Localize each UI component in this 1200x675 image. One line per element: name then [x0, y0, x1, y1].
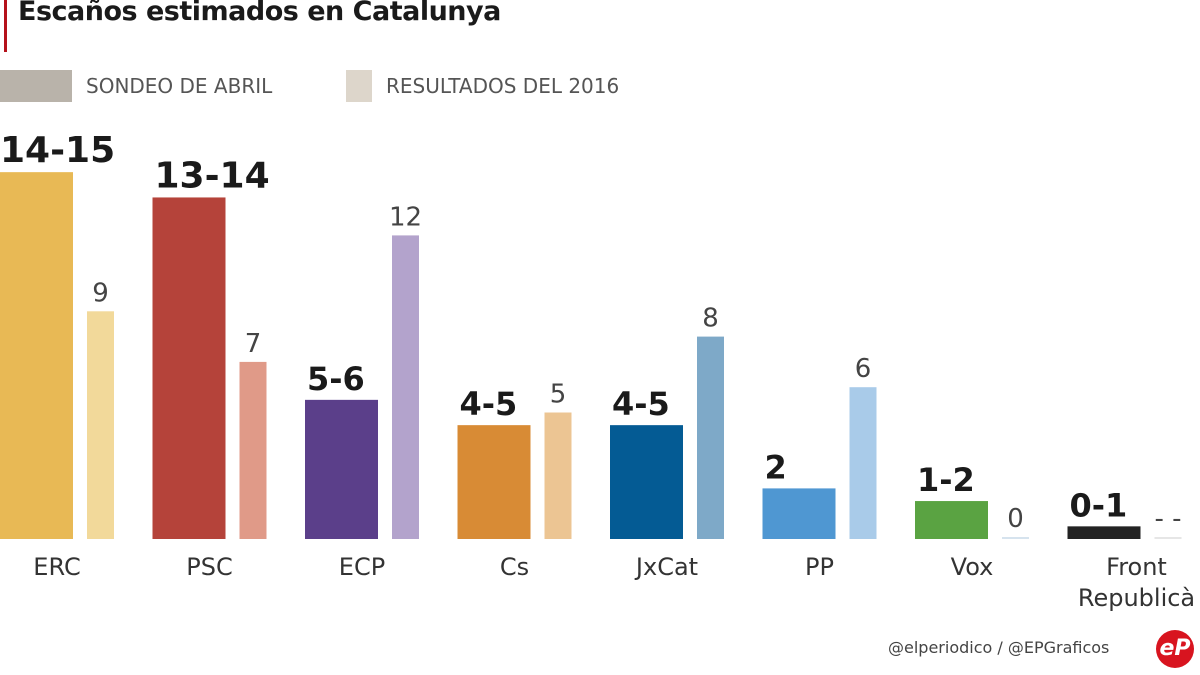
bar-poll-0 — [0, 172, 73, 539]
label-2016-4: 8 — [702, 304, 719, 334]
label-poll-3: 4-5 — [460, 385, 518, 423]
label-2016-1: 7 — [245, 329, 262, 359]
category-label-6: Vox — [951, 553, 994, 581]
label-poll-5: 2 — [765, 448, 787, 486]
bar-poll-6 — [915, 501, 988, 539]
category-label-2: ECP — [339, 553, 385, 581]
label-poll-0: 14-15 — [0, 130, 115, 171]
category-label-4: JxCat — [634, 553, 698, 581]
title-accent-bar — [4, 0, 7, 52]
legend-swatch-2016 — [346, 70, 372, 102]
legend-label-poll: SONDEO DE ABRIL — [86, 74, 273, 98]
bar-2016-7 — [1154, 537, 1182, 539]
bar-poll-2 — [305, 399, 378, 539]
label-2016-2: 12 — [389, 202, 422, 232]
label-2016-3: 5 — [550, 380, 567, 410]
label-2016-0: 9 — [92, 278, 109, 308]
bar-2016-5 — [849, 387, 877, 539]
legend-item-poll: SONDEO DE ABRIL — [0, 70, 272, 102]
bar-poll-1 — [152, 197, 226, 539]
label-2016-5: 6 — [855, 354, 872, 384]
bar-2016-0 — [87, 311, 114, 539]
label-poll-2: 5-6 — [307, 360, 365, 398]
label-poll-4: 4-5 — [612, 385, 670, 423]
bar-2016-2 — [392, 235, 419, 539]
label-poll-6: 1-2 — [917, 461, 975, 499]
bar-2016-6 — [1002, 537, 1029, 539]
bar-2016-1 — [239, 361, 267, 539]
legend-label-2016: RESULTADOS DEL 2016 — [386, 74, 620, 98]
category-label-7: Front — [1106, 553, 1167, 581]
legend-item-2016: RESULTADOS DEL 2016 — [346, 70, 619, 102]
bar-poll-4 — [610, 425, 683, 539]
label-2016-6: 0 — [1007, 504, 1024, 534]
legend-swatch-poll — [0, 70, 72, 102]
label-poll-1: 13-14 — [155, 155, 270, 196]
el-periodico-logo: eP — [1156, 630, 1194, 668]
label-poll-7: 0-1 — [1070, 486, 1128, 524]
label-2016-7: - - — [1154, 504, 1181, 534]
category-label-7-line2: Republicà — [1078, 584, 1195, 612]
bar-poll-7 — [1067, 526, 1141, 539]
bar-poll-5 — [762, 488, 836, 539]
chart-title: Escaños estimados en Catalunya — [18, 0, 501, 27]
bar-poll-3 — [457, 425, 531, 539]
bar-2016-3 — [544, 412, 572, 539]
category-label-5: PP — [805, 553, 834, 581]
category-label-0: ERC — [33, 553, 80, 581]
bar-2016-4 — [697, 336, 724, 539]
footer-credit: @elperiodico / @EPGraficos — [888, 638, 1110, 657]
category-label-3: Cs — [500, 553, 529, 581]
category-label-1: PSC — [186, 553, 232, 581]
